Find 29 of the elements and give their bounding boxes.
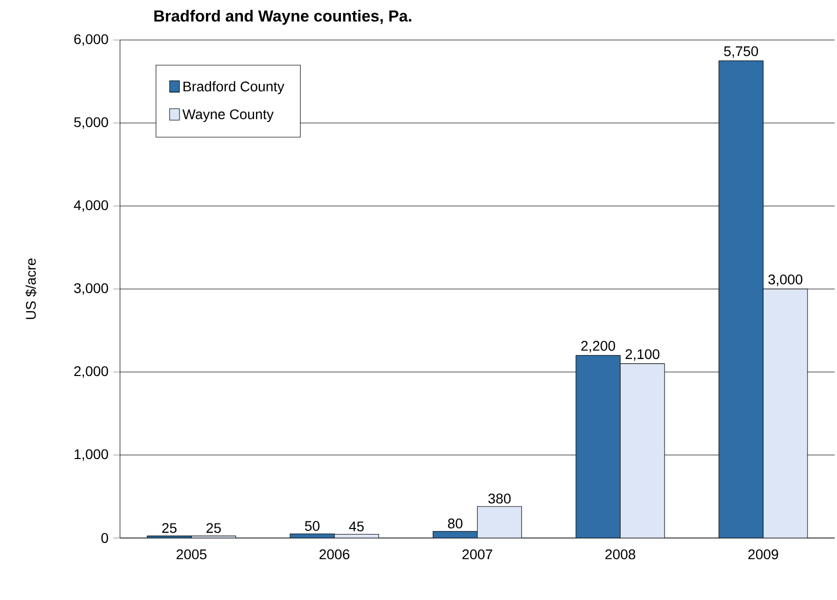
y-tick-label: 2,000 (74, 366, 108, 378)
y-tick-label: 1,000 (74, 449, 108, 461)
data-label: 380 (488, 494, 511, 504)
data-label: 25 (162, 523, 177, 533)
bar (620, 363, 665, 538)
x-tick-label: 2006 (320, 549, 350, 560)
y-tick-label: 5,000 (74, 117, 108, 129)
data-label: 45 (349, 522, 364, 532)
data-label: 5,750 (724, 46, 758, 58)
x-tick-label: 2007 (462, 549, 492, 560)
legend-label: Wayne County (182, 109, 274, 122)
x-tick-label: 2005 (176, 549, 206, 560)
y-tick-label: 0 (101, 533, 108, 543)
chart-title: Bradford and Wayne counties, Pa. (154, 10, 412, 25)
legend-label: Bradford County (184, 81, 284, 94)
x-tick-label: 2009 (748, 549, 778, 560)
y-tick-label: 3,000 (74, 283, 108, 295)
bar (762, 288, 808, 538)
y-axis-title: US $/acre (25, 258, 37, 320)
data-label: 80 (448, 518, 462, 528)
y-tick-label: 6,000 (74, 34, 108, 46)
bar (477, 506, 522, 538)
data-label: 3,000 (768, 274, 802, 286)
x-tick-label: 2008 (605, 549, 636, 560)
data-label: 2,100 (626, 349, 660, 361)
y-tick-label: 4,000 (74, 200, 108, 212)
data-label: 50 (305, 521, 320, 531)
data-label: 2,200 (581, 340, 616, 352)
data-label: 25 (206, 523, 221, 533)
